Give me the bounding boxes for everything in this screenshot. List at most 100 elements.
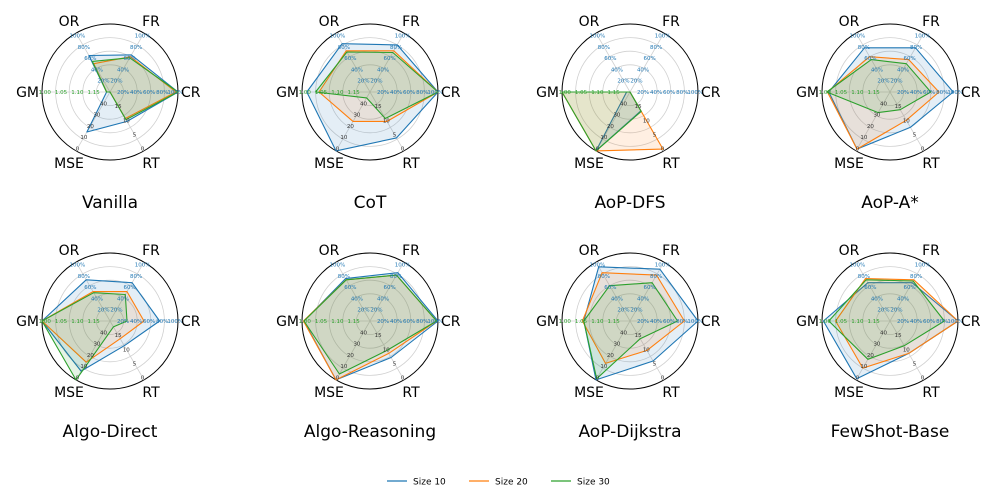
axis-label-cr: CR: [701, 85, 721, 101]
legend: Size 10 Size 20 Size 30: [387, 478, 610, 488]
spoke-line: [595, 320, 631, 381]
spoke-line: [855, 91, 891, 152]
tick-label-gm: 1.00: [559, 319, 572, 325]
tick-label-gm: 1.10: [851, 319, 864, 325]
axis-label-mse: MSE: [834, 385, 864, 401]
tick-label-cr: 20%: [637, 319, 649, 325]
tick-label-fr: 20%: [110, 79, 122, 85]
tick-label-fr: 60%: [123, 285, 135, 291]
radar-chart-vanilla: 20%40%60%80%100%20%40%60%80%100%20% 40% 60…: [16, 14, 201, 213]
tick-label-gm: 1.15: [608, 319, 621, 325]
axis-label-rt: RT: [662, 385, 680, 401]
tick-label-or: 100%: [329, 33, 345, 39]
tick-label-fr: 60%: [903, 56, 915, 62]
tick-label-mse: 40: [100, 101, 107, 107]
tick-label-rt: 15: [115, 333, 122, 339]
tick-label-cr: 100%: [687, 319, 703, 325]
chart-title: AoP-Dijkstra: [578, 422, 681, 442]
axis-label-rt: RT: [922, 385, 940, 401]
spoke-line: [629, 261, 665, 322]
series-polygon-size-30: [41, 292, 128, 381]
radar-chart-algo-reasoning: 20%40%60%80%100%20%40%60%80%100%20% 40% 60…: [276, 243, 461, 442]
tick-label-mse: 20: [867, 124, 874, 130]
axis-label-rt: RT: [922, 156, 940, 172]
tick-label-or: 40%: [611, 67, 623, 73]
legend-item-size-30: Size 30: [551, 478, 610, 488]
tick-label-fr: 100%: [135, 33, 151, 39]
series-polygon-size-30: [826, 59, 932, 114]
axis-label-mse: MSE: [54, 385, 84, 401]
tick-label-fr: 20%: [370, 308, 382, 314]
tick-label-gm: 1.10: [71, 319, 84, 325]
tick-label-or: 100%: [69, 262, 85, 268]
tick-label-or: 80%: [78, 45, 90, 51]
tick-label-fr: 80%: [910, 45, 922, 51]
tick-label-or: 80%: [598, 274, 610, 280]
axis-label-gm: GM: [276, 85, 299, 101]
tick-label-mse: 0: [336, 376, 340, 382]
chart-title: Vanilla: [82, 193, 138, 213]
tick-label-gm: 1.10: [71, 90, 84, 96]
tick-label-fr: 80%: [650, 45, 662, 51]
axis-label-or: OR: [579, 14, 600, 30]
tick-label-mse: 0: [856, 376, 860, 382]
tick-label-cr: 60%: [403, 319, 415, 325]
tick-label-fr: 20%: [630, 79, 642, 85]
tick-label-rt: 5: [913, 132, 917, 138]
tick-label-rt: 5: [133, 361, 137, 367]
tick-label-or: 80%: [598, 45, 610, 51]
tick-label-or: 20%: [877, 79, 889, 85]
tick-label-cr: 80%: [936, 90, 948, 96]
tick-label-cr: 40%: [650, 319, 662, 325]
tick-label-rt: 10: [123, 118, 130, 124]
series-polygon-size-30: [828, 279, 945, 360]
tick-label-cr: 60%: [923, 319, 935, 325]
axis-label-mse: MSE: [314, 156, 344, 172]
axis-label-fr: FR: [142, 14, 160, 30]
axis-label-mse: MSE: [834, 156, 864, 172]
tick-label-or: 60%: [604, 285, 616, 291]
series-polygon-size-30: [303, 274, 438, 375]
tick-label-mse: 20: [347, 124, 354, 130]
tick-label-fr: 60%: [903, 285, 915, 291]
tick-label-fr: 40%: [377, 296, 389, 302]
tick-label-rt: 5: [913, 361, 917, 367]
tick-label-mse: 0: [596, 147, 600, 153]
tick-label-gm: 1.10: [591, 90, 604, 96]
tick-label-fr: 20%: [110, 308, 122, 314]
tick-label-or: 60%: [84, 285, 96, 291]
tick-label-fr: 80%: [390, 45, 402, 51]
tick-label-gm: 1.00: [559, 90, 572, 96]
series-polygon-size-30: [583, 282, 679, 380]
legend-item-size-20: Size 20: [469, 478, 528, 488]
tick-label-fr: 40%: [377, 67, 389, 73]
tick-label-cr: 40%: [390, 319, 402, 325]
tick-label-fr: 40%: [637, 67, 649, 73]
axis-label-mse: MSE: [54, 156, 84, 172]
axis-label-fr: FR: [142, 243, 160, 259]
axis-label-cr: CR: [441, 85, 461, 101]
tick-label-cr: 20%: [637, 90, 649, 96]
tick-label-or: 80%: [338, 274, 350, 280]
tick-label-or: 20%: [97, 308, 109, 314]
tick-label-mse: 20: [607, 353, 614, 359]
axis-label-gm: GM: [276, 314, 299, 330]
tick-label-cr: 60%: [143, 319, 155, 325]
tick-label-or: 40%: [351, 67, 363, 73]
tick-label-mse: 40: [880, 101, 887, 107]
tick-label-rt: 10: [383, 347, 390, 353]
tick-label-rt: 0: [921, 376, 925, 382]
tick-label-fr: 60%: [643, 285, 655, 291]
tick-label-or: 60%: [344, 56, 356, 62]
radar-chart-fewshot-base: 20%40%60%80%100%20%40%60%80%100%20% 40% 60…: [796, 243, 981, 442]
tick-label-cr: 100%: [167, 319, 183, 325]
tick-label-cr: 80%: [936, 319, 948, 325]
tick-label-rt: 15: [375, 104, 382, 110]
spoke-line: [369, 32, 405, 93]
tick-label-cr: 40%: [650, 90, 662, 96]
radar-chart-aop-a: 20%40%60%80%100%20%40%60%80%100%20% 40% 60…: [796, 14, 981, 213]
tick-label-fr: 100%: [655, 33, 671, 39]
tick-label-rt: 5: [393, 132, 397, 138]
